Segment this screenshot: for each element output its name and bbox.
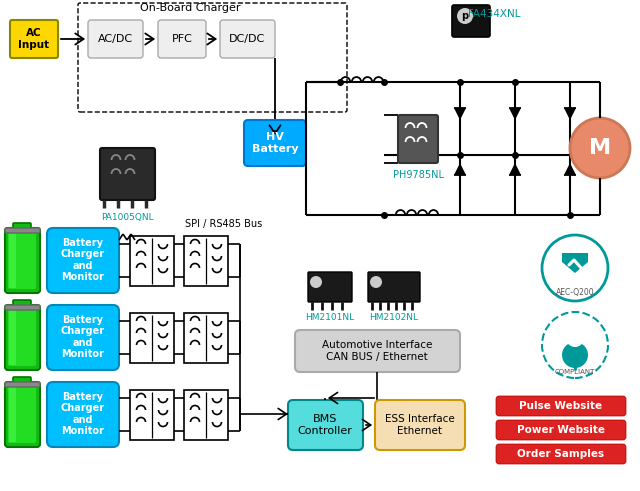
Text: AEC-Q200: AEC-Q200: [556, 288, 595, 297]
Circle shape: [457, 8, 473, 24]
Polygon shape: [564, 108, 576, 120]
Text: Order Samples: Order Samples: [517, 449, 605, 459]
Text: AC/DC: AC/DC: [97, 34, 132, 44]
Bar: [130, 313, 174, 363]
FancyBboxPatch shape: [9, 387, 16, 442]
Polygon shape: [509, 163, 521, 175]
FancyBboxPatch shape: [47, 228, 119, 293]
FancyBboxPatch shape: [8, 309, 36, 366]
Text: p: p: [461, 11, 468, 21]
Text: AC
Input: AC Input: [19, 28, 49, 50]
FancyBboxPatch shape: [5, 305, 40, 370]
FancyBboxPatch shape: [9, 233, 16, 288]
Polygon shape: [562, 253, 588, 273]
Circle shape: [566, 329, 584, 347]
FancyBboxPatch shape: [452, 5, 490, 37]
FancyBboxPatch shape: [8, 232, 36, 289]
Text: COMPLIANT: COMPLIANT: [555, 369, 595, 375]
Text: HM2102NL: HM2102NL: [369, 313, 419, 323]
Text: HM2101NL: HM2101NL: [305, 313, 355, 323]
Text: Pulse Website: Pulse Website: [520, 401, 603, 411]
FancyBboxPatch shape: [10, 20, 58, 58]
FancyBboxPatch shape: [496, 444, 626, 464]
FancyBboxPatch shape: [8, 386, 36, 443]
Text: PH9785NL: PH9785NL: [392, 170, 444, 180]
Text: Power Website: Power Website: [517, 425, 605, 435]
FancyBboxPatch shape: [5, 305, 40, 310]
FancyBboxPatch shape: [13, 223, 31, 230]
FancyBboxPatch shape: [5, 382, 40, 447]
FancyBboxPatch shape: [5, 228, 40, 233]
FancyBboxPatch shape: [5, 228, 40, 293]
FancyBboxPatch shape: [220, 20, 275, 58]
Circle shape: [570, 118, 630, 178]
Text: BMS
Controller: BMS Controller: [298, 414, 353, 436]
Text: PFC: PFC: [172, 34, 193, 44]
FancyBboxPatch shape: [368, 272, 420, 302]
Circle shape: [370, 276, 382, 288]
Circle shape: [310, 276, 322, 288]
Bar: [130, 390, 174, 440]
Text: FA434XNL: FA434XNL: [468, 9, 520, 19]
Circle shape: [542, 235, 608, 301]
Bar: [184, 390, 228, 440]
FancyBboxPatch shape: [47, 382, 119, 447]
Text: Battery
Charger
and
Monitor: Battery Charger and Monitor: [61, 315, 105, 359]
FancyBboxPatch shape: [496, 420, 626, 440]
Text: M: M: [589, 138, 611, 158]
FancyBboxPatch shape: [13, 377, 31, 384]
Text: ESS Interface
Ethernet: ESS Interface Ethernet: [385, 414, 455, 436]
FancyBboxPatch shape: [100, 148, 155, 200]
Polygon shape: [509, 108, 521, 120]
Bar: [184, 236, 228, 286]
Bar: [184, 313, 228, 363]
FancyBboxPatch shape: [13, 300, 31, 307]
Text: Battery
Charger
and
Monitor: Battery Charger and Monitor: [61, 392, 105, 436]
Circle shape: [542, 312, 608, 378]
FancyBboxPatch shape: [496, 396, 626, 416]
FancyBboxPatch shape: [88, 20, 143, 58]
Polygon shape: [564, 163, 576, 175]
Text: PA1005QNL: PA1005QNL: [100, 213, 154, 221]
FancyBboxPatch shape: [5, 382, 40, 387]
Polygon shape: [454, 108, 466, 120]
Text: Battery
Charger
and
Monitor: Battery Charger and Monitor: [61, 238, 105, 282]
FancyBboxPatch shape: [288, 400, 363, 450]
FancyBboxPatch shape: [375, 400, 465, 450]
Circle shape: [562, 342, 588, 368]
FancyBboxPatch shape: [295, 330, 460, 372]
FancyBboxPatch shape: [9, 310, 16, 365]
Text: SPI / RS485 Bus: SPI / RS485 Bus: [185, 219, 262, 229]
FancyBboxPatch shape: [308, 272, 352, 302]
Bar: [130, 236, 174, 286]
Polygon shape: [454, 163, 466, 175]
Text: Automotive Interface
CAN BUS / Ethernet: Automotive Interface CAN BUS / Ethernet: [322, 340, 432, 362]
Text: On-Board Charger: On-Board Charger: [140, 3, 240, 13]
Text: DC/DC: DC/DC: [229, 34, 265, 44]
Text: HV
Battery: HV Battery: [252, 132, 298, 154]
FancyBboxPatch shape: [398, 115, 438, 163]
FancyBboxPatch shape: [47, 305, 119, 370]
FancyBboxPatch shape: [158, 20, 206, 58]
FancyBboxPatch shape: [244, 120, 306, 166]
